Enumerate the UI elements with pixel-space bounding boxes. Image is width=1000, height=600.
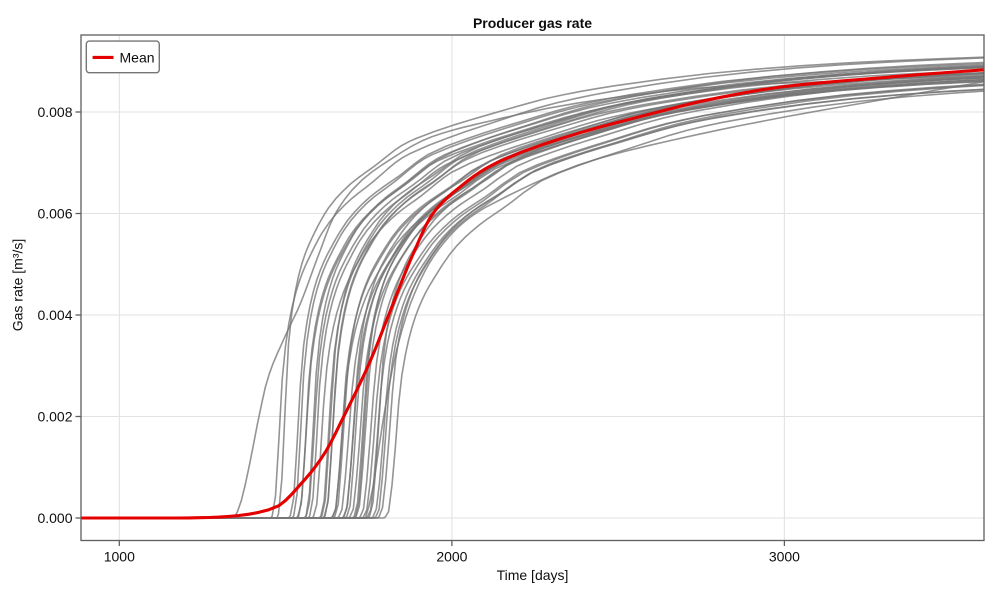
svg-text:0.002: 0.002: [37, 408, 72, 424]
svg-text:0.000: 0.000: [37, 510, 72, 526]
svg-text:3000: 3000: [769, 549, 800, 565]
svg-text:Producer gas rate: Producer gas rate: [473, 15, 592, 31]
svg-text:0.008: 0.008: [37, 104, 72, 120]
svg-text:Mean: Mean: [120, 50, 155, 66]
svg-text:Gas rate [m³/s]: Gas rate [m³/s]: [10, 239, 26, 332]
svg-text:0.004: 0.004: [37, 307, 72, 323]
svg-text:0.006: 0.006: [37, 205, 72, 221]
svg-text:Time [days]: Time [days]: [497, 567, 569, 583]
svg-text:2000: 2000: [436, 549, 467, 565]
svg-text:1000: 1000: [104, 549, 135, 565]
